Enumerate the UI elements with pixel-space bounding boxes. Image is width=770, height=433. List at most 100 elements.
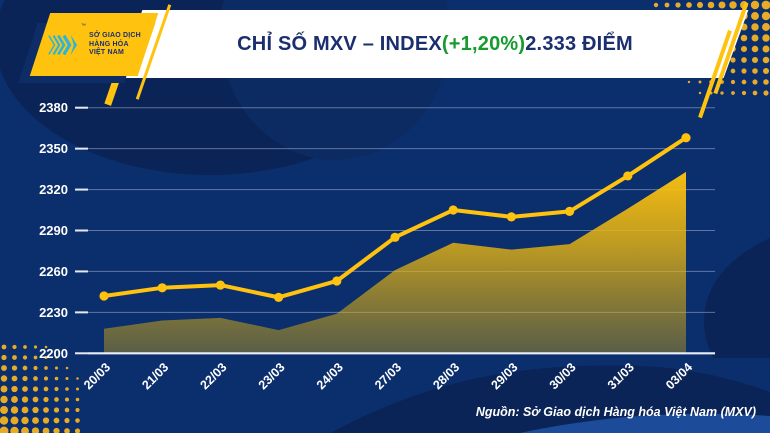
x-tick-label: 20/03 (81, 360, 113, 392)
title-prefix: CHỈ SỐ MXV – INDEX (237, 32, 442, 55)
halftone-dot (55, 356, 58, 359)
halftone-dot (0, 416, 9, 425)
swoosh-bottom-light-band (520, 413, 770, 433)
halftone-dot (32, 406, 39, 414)
halftone-dot (0, 406, 8, 414)
index-area-polygon (104, 171, 686, 354)
halftone-dot (751, 12, 759, 20)
halftone-dot (21, 406, 29, 414)
halftone-dot (42, 427, 50, 433)
halftone-dot (664, 2, 670, 8)
halftone-dot (64, 428, 70, 433)
halftone-dot (762, 56, 770, 64)
halftone-dot (675, 2, 681, 8)
halftone-dot (54, 397, 59, 402)
data-point-marker (506, 212, 516, 222)
logo-text-line: SỞ GIAO DỊCH (89, 32, 141, 40)
halftone-dot (33, 376, 38, 381)
halftone-dot (65, 387, 69, 391)
halftone-dot (741, 79, 747, 85)
halftone-dot (31, 427, 40, 433)
halftone-dot (32, 386, 39, 392)
x-tick-label: 22/03 (198, 360, 230, 392)
halftone-dot (44, 345, 48, 349)
halftone-dot (653, 2, 659, 8)
halftone-dot (64, 417, 70, 424)
halftone-dot (76, 377, 79, 380)
halftone-dot (762, 23, 770, 31)
x-tick-label: 27/03 (372, 360, 404, 392)
halftone-dot (696, 1, 704, 9)
data-point-marker (448, 205, 458, 215)
halftone-dot (730, 57, 736, 63)
halftone-dot (698, 80, 702, 84)
halftone-dot (21, 396, 29, 403)
data-point-marker (157, 283, 167, 293)
title-change-percent: (+1,20%) (441, 32, 526, 55)
halftone-dot (54, 366, 59, 370)
x-tick-label: 29/03 (489, 360, 521, 392)
halftone-dot (53, 417, 60, 424)
mxv-logo: ™ SỞ GIAO DỊCH HÀNG HÓA VIỆT NAM (46, 21, 148, 69)
y-tick-label: 2380 (39, 100, 68, 115)
halftone-dot (10, 406, 19, 414)
y-axis-ticks (75, 106, 88, 355)
halftone-dot (11, 396, 18, 403)
halftone-dot (1, 365, 7, 371)
y-tick-label: 2200 (39, 346, 68, 361)
x-tick-label: 28/03 (430, 360, 462, 392)
halftone-dot (32, 396, 39, 403)
data-point-marker (274, 292, 284, 302)
halftone-dot (65, 366, 69, 370)
halftone-dots-bottom-left (0, 344, 81, 433)
halftone-dot (75, 387, 80, 391)
halftone-dot (687, 80, 691, 84)
halftone-dot (33, 345, 38, 349)
y-tick-label: 2320 (39, 182, 68, 197)
halftone-dot (720, 91, 724, 95)
data-point-marker (215, 280, 225, 290)
halftone-dot (54, 386, 59, 392)
halftone-dot (763, 90, 769, 96)
halftone-dot (762, 45, 770, 53)
halftone-dot (21, 427, 29, 433)
logo-text: SỞ GIAO DỊCH HÀNG HÓA VIỆT NAM (89, 32, 141, 58)
halftone-dot (0, 426, 9, 433)
halftone-dot (751, 45, 759, 53)
halftone-dot (10, 416, 19, 425)
halftone-dot (12, 344, 17, 350)
halftone-dot (729, 1, 737, 9)
halftone-dot (1, 344, 7, 350)
halftone-dot (11, 365, 18, 371)
halftone-dot (75, 418, 80, 423)
x-tick-label: 31/03 (605, 360, 637, 392)
x-tick-label: 21/03 (139, 360, 171, 392)
halftone-dot (762, 67, 770, 75)
halftone-dot (751, 34, 759, 42)
halftone-dot (761, 0, 770, 10)
y-tick-label: 2350 (39, 141, 68, 156)
halftone-dot (43, 407, 49, 413)
data-point-marker (681, 133, 691, 143)
halftone-dot (752, 68, 758, 74)
halftone-dot (64, 407, 70, 413)
index-area-fill (104, 171, 686, 354)
y-tick-label: 2290 (39, 223, 68, 238)
halftone-dot (741, 90, 747, 96)
halftone-dot (751, 56, 759, 64)
y-axis-labels: 2200 2230 2260 2290 2320 2350 2380 (39, 100, 68, 361)
halftone-dot (43, 386, 49, 392)
halftone-dot (718, 1, 726, 9)
halftone-dot (22, 365, 28, 371)
halftone-dot (43, 376, 49, 381)
x-tick-label: 30/03 (547, 360, 579, 392)
data-point-marker (565, 206, 575, 216)
halftone-dot (44, 355, 48, 360)
title-suffix: 2.333 ĐIỂM (525, 32, 633, 55)
x-tick-label: 23/03 (256, 360, 288, 392)
halftone-dot (686, 2, 692, 8)
halftone-dot (0, 375, 8, 382)
halftone-dot (53, 407, 60, 413)
halftone-dot (33, 355, 38, 360)
